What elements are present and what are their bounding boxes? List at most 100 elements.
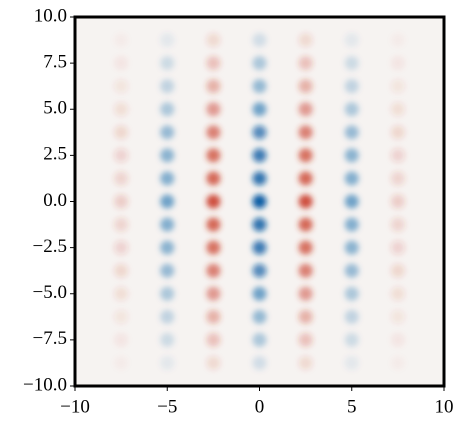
heat-blob <box>160 148 175 163</box>
heat-blob <box>160 309 175 324</box>
heat-blob <box>298 171 313 186</box>
heat-blob <box>206 33 221 48</box>
heat-blob <box>160 171 175 186</box>
x-tick-label: 10 <box>435 396 454 417</box>
heat-blob <box>390 148 405 163</box>
heat-blob <box>252 148 267 163</box>
heat-blob <box>252 171 267 186</box>
y-tick-label: −10.0 <box>23 374 67 395</box>
y-tick-label: 2.5 <box>43 144 67 165</box>
heat-blob <box>298 355 313 370</box>
heat-blob <box>206 240 221 255</box>
heat-blob <box>206 148 221 163</box>
heat-blob <box>390 309 405 324</box>
heat-blob <box>391 356 405 370</box>
heat-blob <box>298 125 313 140</box>
heat-blob <box>252 125 267 140</box>
heat-blob <box>160 240 175 255</box>
heat-blob <box>252 309 267 324</box>
y-tick-label: 0.0 <box>43 190 67 211</box>
heat-blob <box>390 240 405 255</box>
heat-blob <box>298 194 313 209</box>
plot-area <box>75 17 444 386</box>
heat-blob <box>344 125 359 140</box>
heat-blob <box>391 33 405 47</box>
heat-blob <box>206 286 221 301</box>
heat-blob <box>344 79 359 94</box>
heat-blob <box>390 217 405 232</box>
x-tick-label: 5 <box>347 396 357 417</box>
heat-blob <box>298 79 313 94</box>
heat-blob <box>344 286 359 301</box>
heat-blob <box>344 171 359 186</box>
heat-blob <box>390 171 405 186</box>
heat-blob <box>160 355 175 370</box>
heat-blob <box>298 332 313 347</box>
heat-blob <box>114 56 129 71</box>
heat-blob <box>114 240 129 255</box>
heat-blob <box>206 332 221 347</box>
heat-blob <box>252 33 267 48</box>
heat-blob <box>206 309 221 324</box>
y-tick-label: −5.0 <box>33 282 67 303</box>
heat-blob <box>298 309 313 324</box>
y-tick-label: −2.5 <box>33 236 67 257</box>
heat-blob <box>160 56 175 71</box>
heat-blob <box>298 148 313 163</box>
heat-blob <box>114 79 129 94</box>
heat-blob <box>114 33 128 47</box>
heat-blob <box>252 355 267 370</box>
heat-blob <box>160 286 175 301</box>
heat-blob <box>206 171 221 186</box>
heat-blob <box>344 240 359 255</box>
heat-blob <box>298 33 313 48</box>
heat-blob <box>390 332 405 347</box>
x-tick-label: −10 <box>60 396 90 417</box>
heat-blob <box>114 286 129 301</box>
heat-blob <box>298 56 313 71</box>
y-tick-label: 7.5 <box>43 51 67 72</box>
heat-blob <box>298 240 313 255</box>
heat-blob <box>114 309 129 324</box>
heat-blob <box>390 102 405 117</box>
heat-blob <box>114 148 129 163</box>
heat-blob <box>114 263 129 278</box>
heat-blob <box>160 263 175 278</box>
heat-blob <box>344 309 359 324</box>
heat-blob <box>114 332 129 347</box>
y-tick-label: 5.0 <box>43 98 67 119</box>
heat-blob <box>252 332 267 347</box>
y-tick-label: −7.5 <box>33 328 67 349</box>
heat-blob <box>390 263 405 278</box>
heat-blob <box>160 102 175 117</box>
heat-blob <box>344 194 359 209</box>
heat-blob <box>390 286 405 301</box>
heat-blob <box>344 148 359 163</box>
heat-blob <box>390 56 405 71</box>
heat-blob <box>206 79 221 94</box>
heat-blob <box>252 194 267 209</box>
heat-blob <box>390 194 405 209</box>
heat-blob <box>114 356 128 370</box>
heat-blob <box>114 171 129 186</box>
heat-blob <box>206 263 221 278</box>
heat-blob <box>114 102 129 117</box>
heat-blob <box>298 286 313 301</box>
heat-blob <box>160 194 175 209</box>
heat-blob <box>206 194 221 209</box>
x-tick-label: −5 <box>157 396 177 417</box>
heat-blob <box>252 263 267 278</box>
heat-blob <box>252 217 267 232</box>
heat-blob <box>298 217 313 232</box>
heat-blob <box>206 217 221 232</box>
heat-blob <box>206 56 221 71</box>
heat-blob <box>252 286 267 301</box>
heat-blob <box>160 217 175 232</box>
heat-blob <box>252 240 267 255</box>
heat-blob <box>344 263 359 278</box>
heat-blob <box>344 217 359 232</box>
heat-blob <box>298 102 313 117</box>
heat-blob <box>344 56 359 71</box>
heat-blob <box>252 79 267 94</box>
